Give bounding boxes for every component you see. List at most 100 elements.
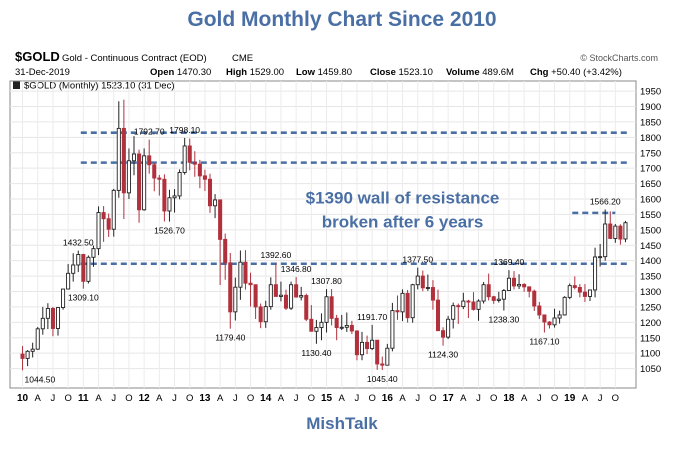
candle <box>425 274 430 291</box>
candle-body <box>152 164 157 179</box>
chart-date: 31-Dec-2019 <box>15 67 70 78</box>
candle <box>126 148 131 199</box>
page-title: Gold Monthly Chart Since 2010 <box>187 8 497 31</box>
candle-body <box>258 306 263 323</box>
x-tick-label: O <box>308 393 315 404</box>
candle-body <box>71 264 76 274</box>
candle-body <box>365 341 370 349</box>
candle <box>218 199 223 286</box>
candle <box>121 99 126 220</box>
candle <box>486 273 491 301</box>
x-tick-label: A <box>339 393 346 404</box>
candle-body <box>410 284 415 319</box>
candle-body <box>253 284 258 308</box>
candle-body <box>420 275 425 289</box>
y-tick-label: 1750 <box>640 148 661 159</box>
candle <box>532 289 537 311</box>
candle-body <box>446 318 451 338</box>
y-tick-label: 1050 <box>640 364 661 375</box>
price-label: 1130.40 <box>301 348 331 358</box>
candle <box>522 283 527 292</box>
candle <box>228 252 233 329</box>
candle-body <box>50 308 55 329</box>
price-label: 1309.10 <box>68 293 99 303</box>
candle-body <box>202 175 207 180</box>
x-tick-label: A <box>35 393 42 404</box>
candle-body <box>618 225 623 240</box>
candle <box>243 250 248 290</box>
candle-body <box>552 317 557 326</box>
candle-body <box>238 261 243 288</box>
candle <box>96 206 101 256</box>
candle-body <box>329 296 334 319</box>
candle-body <box>40 317 45 330</box>
candle-body <box>385 347 390 366</box>
candle-body <box>527 286 532 292</box>
candle-body <box>213 199 218 207</box>
candle-body <box>491 296 496 301</box>
candle-body <box>76 254 81 266</box>
candle <box>319 313 324 341</box>
candle <box>577 284 582 298</box>
x-tick-label: J <box>51 393 56 404</box>
y-tick-label: 1250 <box>640 302 661 313</box>
candle-body <box>319 321 324 329</box>
x-tick-label: O <box>125 393 132 404</box>
candle <box>233 277 238 321</box>
x-tick-label: O <box>247 393 254 404</box>
candle <box>370 324 375 351</box>
candle <box>152 162 157 192</box>
candle-body <box>243 261 248 284</box>
candle-body <box>294 284 299 298</box>
candle <box>182 137 187 175</box>
candle <box>390 302 395 352</box>
x-tick-label: 15 <box>321 393 333 404</box>
candle <box>598 244 603 267</box>
candle <box>309 305 314 332</box>
ohlc-volume: Volume 489.6M <box>446 67 514 78</box>
candle-body <box>587 289 593 297</box>
candle <box>349 320 354 335</box>
candle-body <box>334 317 339 329</box>
candle <box>238 250 243 300</box>
candle <box>415 267 420 290</box>
candle <box>101 206 106 242</box>
candle-body <box>532 290 537 307</box>
y-tick-label: 1100 <box>640 349 660 360</box>
candle <box>552 308 557 328</box>
candle-body <box>324 296 329 323</box>
candle <box>273 262 278 297</box>
candle-body <box>593 256 598 291</box>
candle-body <box>228 262 233 313</box>
candle-body <box>400 292 405 313</box>
candle <box>430 280 435 310</box>
x-tick-label: 12 <box>139 393 151 404</box>
ohlc-high: High 1529.00 <box>226 67 284 78</box>
candle-body <box>466 300 471 303</box>
x-tick-label: A <box>582 393 589 404</box>
price-label: 1045.40 <box>367 374 398 384</box>
candle <box>20 346 25 371</box>
candle-body <box>25 350 30 359</box>
x-tick-label: A <box>156 393 163 404</box>
candle-body <box>511 277 517 287</box>
candles <box>20 99 628 371</box>
candle-body <box>101 212 106 220</box>
candle-body <box>167 197 172 212</box>
candle-body <box>349 324 354 332</box>
price-label: 1307.80 <box>311 276 342 286</box>
candle-body <box>354 330 359 356</box>
candle <box>476 299 481 321</box>
annotation-line: $1390 wall of resistance <box>306 189 500 208</box>
candle-body <box>283 294 289 309</box>
candle <box>451 302 456 329</box>
candle-body <box>223 238 228 264</box>
x-tick-label: O <box>368 393 375 404</box>
x-tick-label: J <box>537 393 542 404</box>
y-tick-label: 1950 <box>640 87 661 98</box>
candle-body <box>91 248 96 258</box>
candle-body <box>116 127 121 191</box>
x-tick-label: O <box>490 393 497 404</box>
candle <box>55 307 61 336</box>
candle <box>461 292 466 310</box>
